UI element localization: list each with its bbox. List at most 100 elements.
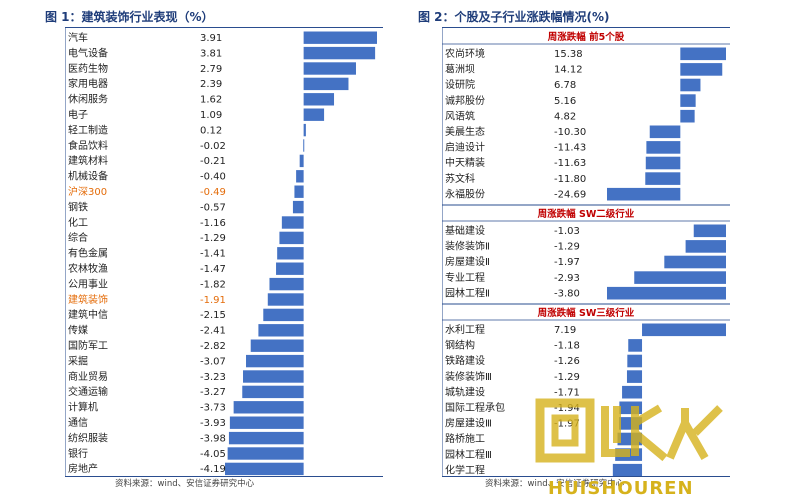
chart-1-value-label: -2.41 <box>200 326 226 337</box>
chart-2-category-label: 园林工程Ⅲ <box>445 448 492 461</box>
chart-1-category-label: 计算机 <box>68 401 98 414</box>
chart-1-value-label: -3.98 <box>200 433 226 444</box>
chart-2-bar <box>664 255 726 269</box>
chart-1-category-label: 银行 <box>68 447 88 460</box>
chart-2-bar <box>634 271 726 284</box>
chart-1-bar <box>303 139 305 152</box>
chart-1-value-label: 2.39 <box>200 79 222 90</box>
chart-1-category-label: 有色金属 <box>68 247 108 260</box>
chart-1-bar <box>267 293 304 306</box>
chart-1-bar <box>225 462 304 476</box>
chart-1-bar <box>303 46 376 60</box>
chart-2-value-label: -11.43 <box>554 143 586 154</box>
chart-1-value-label: -0.57 <box>200 202 226 213</box>
chart-2-bar <box>680 78 701 92</box>
chart-1-category-label: 休闲服务 <box>68 93 108 106</box>
chart-2-bar <box>649 125 681 139</box>
chart-2-category-label: 钢结构 <box>445 339 475 352</box>
chart-2-bar <box>645 156 681 170</box>
chart-2-bar <box>693 224 726 238</box>
figure-1-source: 资料来源：wind、安信证券研究中心 <box>115 479 255 489</box>
chart-2-value-label: -10.30 <box>554 127 586 138</box>
chart-1-value-label: -3.23 <box>200 372 226 383</box>
chart-1-value-label: 3.91 <box>200 33 222 44</box>
chart-2-category-label: 路桥施工 <box>445 432 485 445</box>
chart-1-category-label: 电气设备 <box>68 46 108 59</box>
chart-1-bar <box>258 324 304 337</box>
chart-1-bar <box>303 31 377 44</box>
chart-1-bar <box>233 401 304 414</box>
chart-2-category-label: 永福股份 <box>445 187 485 200</box>
chart-1-value-label: -1.29 <box>200 233 226 244</box>
chart-2-value-label: -24.69 <box>554 189 586 200</box>
chart-1-bar <box>292 200 304 214</box>
chart-2-bar <box>607 187 681 201</box>
chart-1-category-label: 建筑材料 <box>68 154 108 167</box>
chart-1-value-label: -0.02 <box>200 141 226 152</box>
chart-2-value-label: -11.80 <box>554 174 586 185</box>
chart-2-value-label: -1.03 <box>554 226 580 237</box>
chart-2-category-label: 水利工程 <box>445 324 485 336</box>
chart-2-group-header: 周涨跌幅 SW二级行业 <box>538 208 635 220</box>
chart-1-bar <box>229 416 304 429</box>
chart-1-bar <box>294 185 304 198</box>
chart-2-category-label: 葛洲坝 <box>445 63 475 76</box>
chart-1-bar <box>269 277 304 291</box>
chart-2-bar <box>685 240 726 253</box>
chart-1-bar <box>279 231 304 245</box>
chart-1-bar <box>227 447 304 460</box>
chart-1-category-label: 采掘 <box>68 354 88 367</box>
chart-1-category-label: 公用事业 <box>68 277 108 290</box>
figure-1-panel: 汽车 3.91 电气设备 3.81 医药生物 2.79 家用电器 2.39 休闲服务 1.62 电子… <box>64 27 383 477</box>
chart-2-group-header: 周涨跌幅 前5个股 <box>548 31 625 43</box>
chart-1-value-label: -4.19 <box>200 464 226 475</box>
chart-2-value-label: 6.78 <box>554 80 576 91</box>
chart-1-value-label: 3.81 <box>200 48 222 59</box>
chart-2-bar <box>627 354 643 368</box>
chart-1-category-label: 家用电器 <box>68 77 108 90</box>
chart-1-bar <box>303 93 335 106</box>
chart-2-bar <box>626 370 643 383</box>
chart-2-category-label: 铁路建设 <box>445 354 485 367</box>
chart-1-bar <box>277 247 304 260</box>
chart-2-category-label: 房屋建设Ⅲ <box>445 417 492 430</box>
chart-2-value-label: 5.16 <box>554 96 576 107</box>
chart-2-category-label: 城轨建设 <box>445 385 485 398</box>
chart-2-value-label: -1.97 <box>554 257 580 268</box>
chart-2-category-label: 美晨生态 <box>445 125 485 138</box>
chart-2-category-label: 诚邦股份 <box>445 94 485 107</box>
chart-2-value-label: -1.71 <box>554 387 580 398</box>
chart-2-value-label: 14.12 <box>554 65 583 76</box>
chart-1-bar <box>303 123 306 137</box>
chart-2-bar <box>617 432 643 446</box>
chart-1-value-label: -1.91 <box>200 295 226 306</box>
chart-1-category-label: 汽车 <box>68 31 88 44</box>
figure-2-title: 图 2：个股及子行业涨跌幅情况(%) <box>418 10 610 24</box>
chart-1-bar <box>242 385 304 399</box>
chart-2-value-label: -1.29 <box>554 242 580 253</box>
chart-1-category-label: 农林牧渔 <box>68 262 108 275</box>
chart-2-category-label: 设研院 <box>445 78 475 91</box>
chart-2-category-label: 化学工程 <box>445 463 485 476</box>
chart-1-value-label: -0.40 <box>200 172 226 183</box>
chart-1-value-label: 1.09 <box>200 110 222 121</box>
chart-1-bar <box>296 170 304 183</box>
chart-2-bar <box>646 141 681 154</box>
chart-2-bar <box>642 323 726 337</box>
chart-1-value-label: 1.62 <box>200 95 222 106</box>
chart-1-bar <box>243 370 304 383</box>
chart-1-value-label: 0.12 <box>200 125 222 136</box>
chart-2-category-label: 园林工程Ⅱ <box>445 286 490 299</box>
chart-2-category-label: 基础建设 <box>445 224 485 237</box>
chart-2-value-label: -1.26 <box>554 356 580 367</box>
chart-1-category-label: 医药生物 <box>68 62 108 75</box>
chart-2-value-label: -11.63 <box>554 158 586 169</box>
chart-2-bar <box>615 448 643 461</box>
chart-2-bar <box>619 401 643 415</box>
chart-1-bar <box>303 77 349 91</box>
chart-1-bar <box>263 308 304 322</box>
chart-1-value-label: 2.79 <box>200 64 222 75</box>
chart-1-value-label: -3.93 <box>200 418 226 429</box>
chart-1-bar <box>276 262 304 275</box>
